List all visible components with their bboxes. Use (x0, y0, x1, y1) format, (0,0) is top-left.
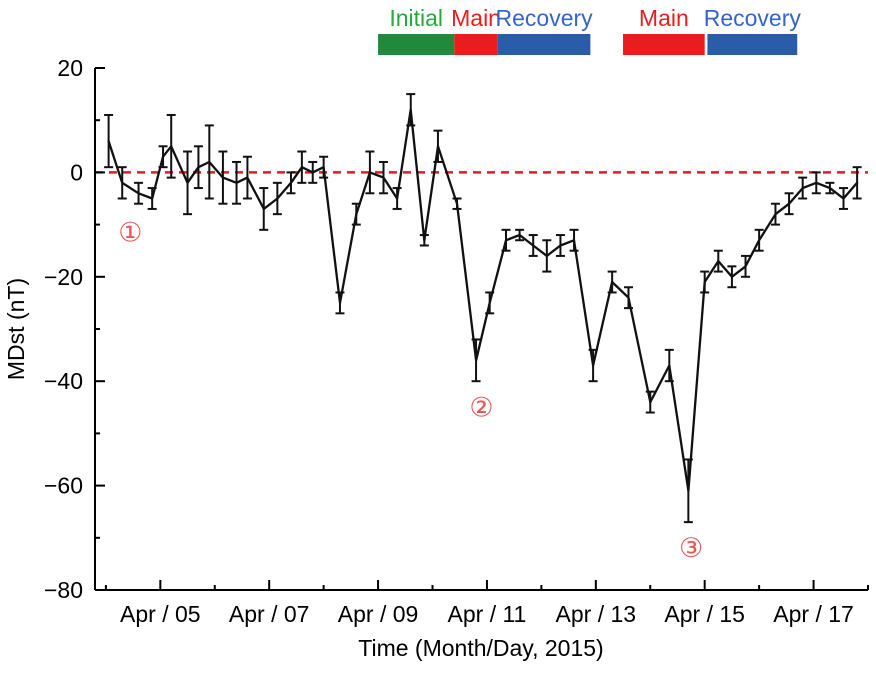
phase-bar-recovery (497, 34, 591, 55)
error-bars (104, 93, 862, 524)
phase-bar-main (623, 34, 705, 55)
x-tick-label: Apr / 17 (773, 601, 854, 627)
y-tick-label: −20 (44, 264, 83, 290)
phase-label-recovery: Recovery (496, 5, 594, 31)
annotations: ① ② ③ (118, 217, 703, 563)
x-tick-label: Apr / 05 (120, 601, 201, 627)
x-axis-title: Time (Month/Day, 2015) (358, 635, 603, 661)
y-tick-label: 0 (70, 159, 83, 185)
phase-bar-recovery (707, 34, 798, 55)
y-tick-label: 20 (57, 55, 83, 81)
x-tick-label: Apr / 11 (448, 601, 527, 627)
annotation-2: ② (469, 392, 493, 422)
phase-label-main: Main (451, 5, 501, 31)
phase-bar-main (454, 34, 498, 55)
x-tick-label: Apr / 07 (229, 601, 310, 627)
y-tick-label: −40 (44, 368, 83, 394)
y-tick-label: −80 (44, 577, 83, 603)
axes (94, 67, 869, 591)
phase-label-initial: Initial (389, 5, 443, 31)
x-tick-label: Apr / 09 (338, 601, 419, 627)
mdst-line (107, 108, 859, 492)
y-tick-label: −60 (44, 473, 83, 499)
phase-label-recovery: Recovery (704, 5, 802, 31)
annotation-3: ③ (679, 533, 703, 563)
phase-label-main: Main (639, 5, 689, 31)
y-axis-title: MDst (nT) (3, 278, 29, 380)
x-tick-label: Apr / 15 (664, 601, 745, 627)
phase-bar-initial (378, 34, 455, 55)
x-tick-label: Apr / 13 (556, 601, 637, 627)
annotation-1: ① (118, 217, 142, 247)
